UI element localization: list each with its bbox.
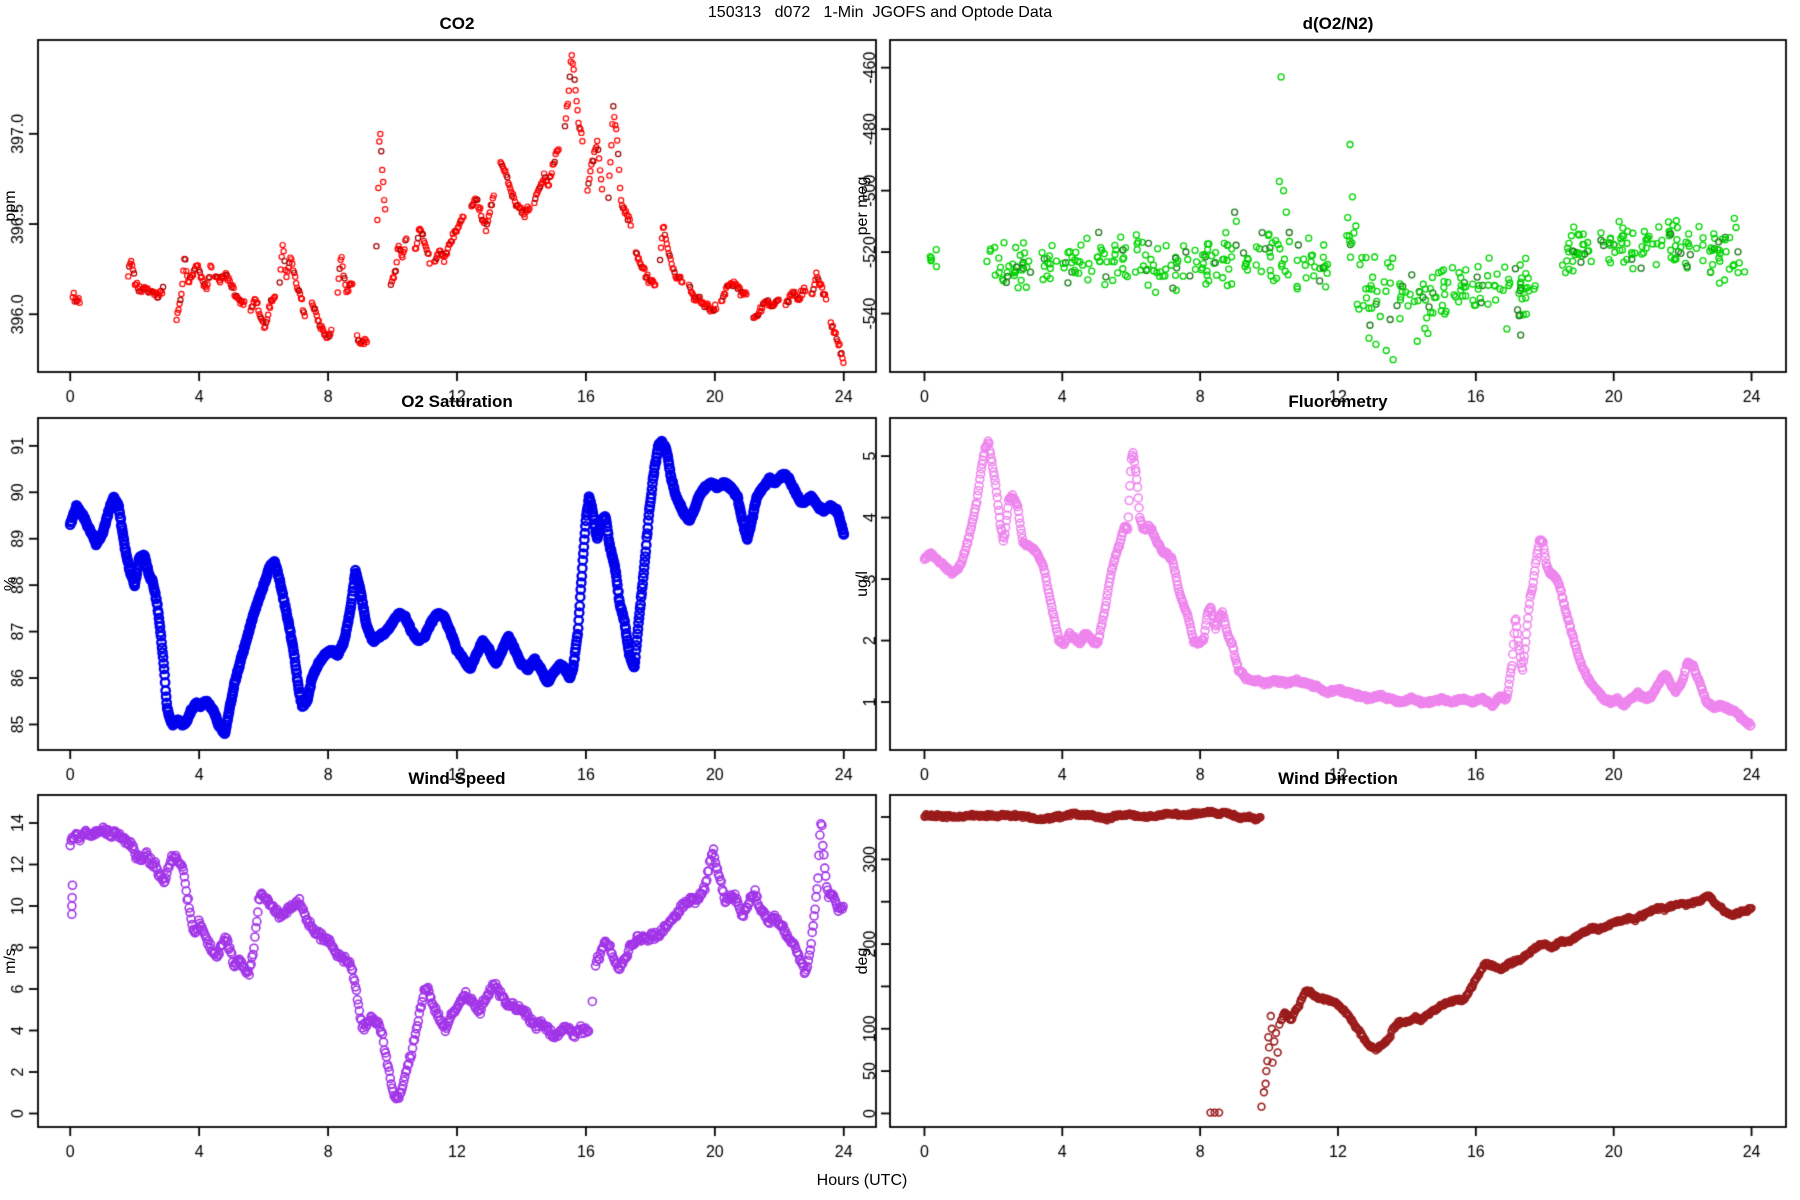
ylabel-ppm: ppm <box>2 190 19 222</box>
panel-title-o2-saturation: O2 Saturation <box>401 392 513 411</box>
ylabel-ms: m/s <box>2 948 19 974</box>
ylabel-ugl: ug/l <box>854 571 871 597</box>
figure-title: 150313 d072 1-Min JGOFS and Optode Data <box>707 4 1053 21</box>
panel-title-do2n2: d(O2/N2) <box>1302 14 1374 33</box>
x-axis-label: Hours (UTC) <box>816 1172 908 1189</box>
panel-title-wind-speed: Wind Speed <box>408 769 506 788</box>
ylabel-percent: % <box>2 576 19 592</box>
panel-title-co2: CO2 <box>439 14 475 33</box>
ylabel-per-meg: per meg <box>854 176 871 236</box>
panel-title-wind-direction: Wind Direction <box>1278 769 1398 788</box>
ylabel-deg: deg <box>854 947 871 975</box>
panel-title-fluorometry: Fluorometry <box>1288 392 1388 411</box>
